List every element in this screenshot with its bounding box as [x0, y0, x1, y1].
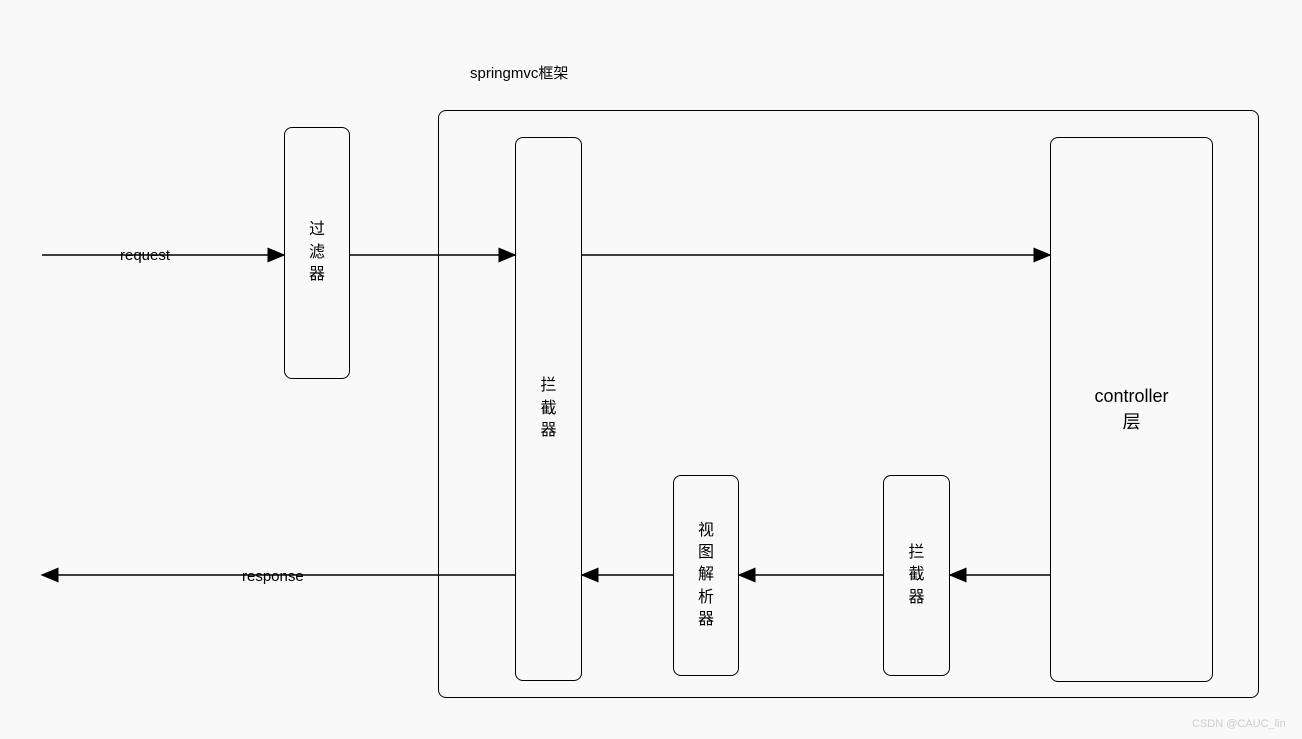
filter-label: 过 滤 器 [309, 219, 325, 286]
diagram-title: springmvc框架 [470, 62, 568, 83]
controller-label: controller 层 [1094, 384, 1168, 434]
controller-box: controller 层 [1050, 137, 1213, 682]
interceptor2-box: 拦 截 器 [883, 475, 950, 676]
viewresolver-box: 视 图 解 析 器 [673, 475, 739, 676]
response-label: response [242, 568, 304, 585]
watermark: CSDN @CAUC_lin [1192, 718, 1286, 730]
filter-box: 过 滤 器 [284, 127, 350, 379]
interceptor1-label: 拦 截 器 [540, 375, 556, 442]
viewresolver-label: 视 图 解 析 器 [698, 520, 714, 632]
interceptor1-box: 拦 截 器 [515, 137, 582, 681]
interceptor2-label: 拦 截 器 [908, 542, 924, 609]
request-label: request [120, 247, 170, 264]
